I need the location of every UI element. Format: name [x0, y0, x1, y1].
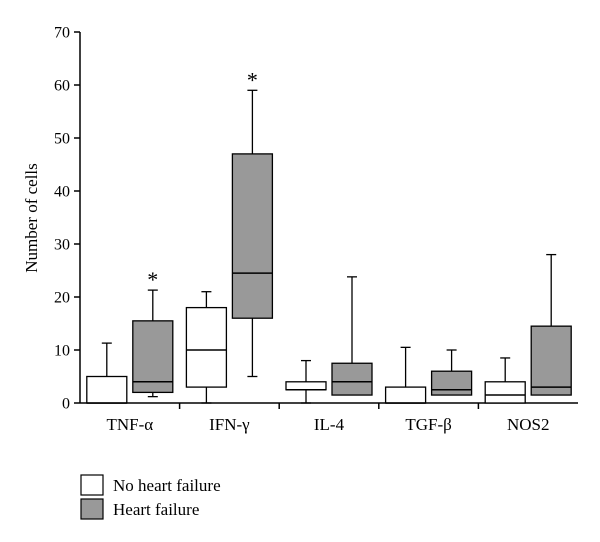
box-iqr [185, 306, 228, 388]
y-tick-label: 70 [54, 25, 70, 42]
y-tick-label: 50 [54, 131, 70, 148]
box-plot-0-2 [285, 359, 327, 404]
y-axis: 0 10 20 30 40 50 60 70 [54, 25, 81, 413]
box-iqr [86, 375, 128, 404]
legend-label-no-heart-failure: No heart failure [113, 476, 221, 495]
legend-swatch-heart-failure [80, 498, 104, 520]
legend: No heart failure Heart failure [80, 474, 221, 520]
box-plot-1-4 [530, 253, 572, 396]
x-axis [80, 402, 578, 409]
box-plot-0-4 [484, 357, 526, 404]
y-tick-label: 0 [62, 396, 70, 413]
box-iqr [132, 320, 174, 394]
box-plot-1-1: * [231, 67, 274, 378]
box-plot-0-1 [185, 291, 228, 404]
legend-label-heart-failure: Heart failure [113, 500, 199, 519]
box-plot-0-3 [384, 346, 427, 404]
box-plot-1-0: * [132, 267, 174, 398]
box-iqr [430, 370, 473, 396]
box-iqr [384, 386, 427, 404]
category-label: IL-4 [314, 415, 345, 434]
box-series: ** [86, 67, 572, 404]
significance-marker: * [247, 67, 258, 92]
box-plot-1-3 [430, 349, 473, 396]
y-tick-label: 30 [54, 237, 70, 254]
y-tick-label: 60 [54, 78, 70, 95]
y-tick-label: 20 [54, 290, 70, 307]
legend-swatch-no-heart-failure [80, 474, 104, 496]
category-label: IFN-γ [209, 415, 250, 434]
box-iqr [530, 325, 572, 396]
category-label: TNF-α [106, 415, 153, 434]
box-iqr [231, 153, 274, 319]
y-tick-label: 10 [54, 343, 70, 360]
category-label: NOS2 [507, 415, 550, 434]
box-iqr [484, 381, 526, 404]
y-tick-label: 40 [54, 184, 70, 201]
significance-marker: * [147, 267, 158, 292]
box-plot-0-0 [86, 342, 128, 404]
y-axis-title: Number of cells [22, 163, 41, 273]
category-labels: TNF-α IFN-γ IL-4 TGF-β NOS2 [106, 415, 549, 434]
box-iqr [285, 381, 327, 391]
box-iqr [331, 362, 373, 396]
box-plot-1-2 [331, 276, 373, 396]
category-label: TGF-β [405, 415, 451, 434]
